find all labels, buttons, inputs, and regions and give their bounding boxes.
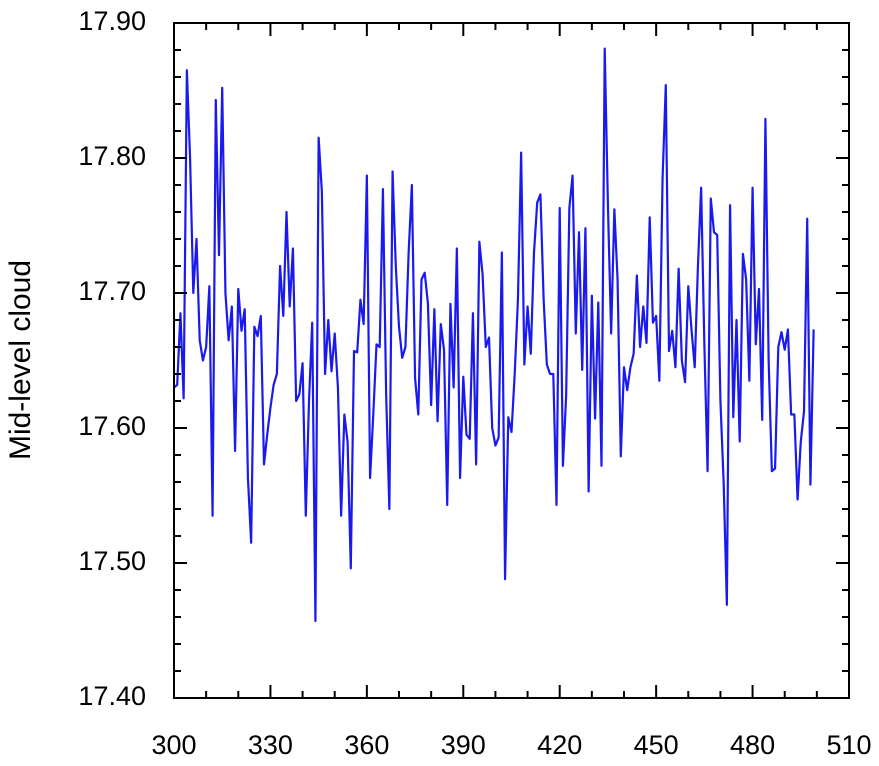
x-tick-label: 480 — [730, 730, 775, 760]
x-tick-label: 510 — [826, 730, 871, 760]
y-axis-label: Mid-level cloud — [4, 260, 37, 460]
y-tick-label: 17.50 — [78, 546, 146, 576]
y-tick-label: 17.60 — [78, 411, 146, 441]
x-tick-label: 390 — [441, 730, 486, 760]
y-tick-label: 17.40 — [78, 681, 146, 711]
x-tick-label: 330 — [248, 730, 293, 760]
y-tick-label: 17.70 — [78, 276, 146, 306]
y-tick-label: 17.90 — [78, 6, 146, 36]
x-tick-label: 300 — [151, 730, 196, 760]
x-tick-label: 450 — [634, 730, 679, 760]
y-tick-label: 17.80 — [78, 141, 146, 171]
x-tick-label: 360 — [344, 730, 389, 760]
plot-frame — [173, 22, 850, 699]
data-line — [173, 47, 815, 623]
x-tick-label: 420 — [537, 730, 582, 760]
